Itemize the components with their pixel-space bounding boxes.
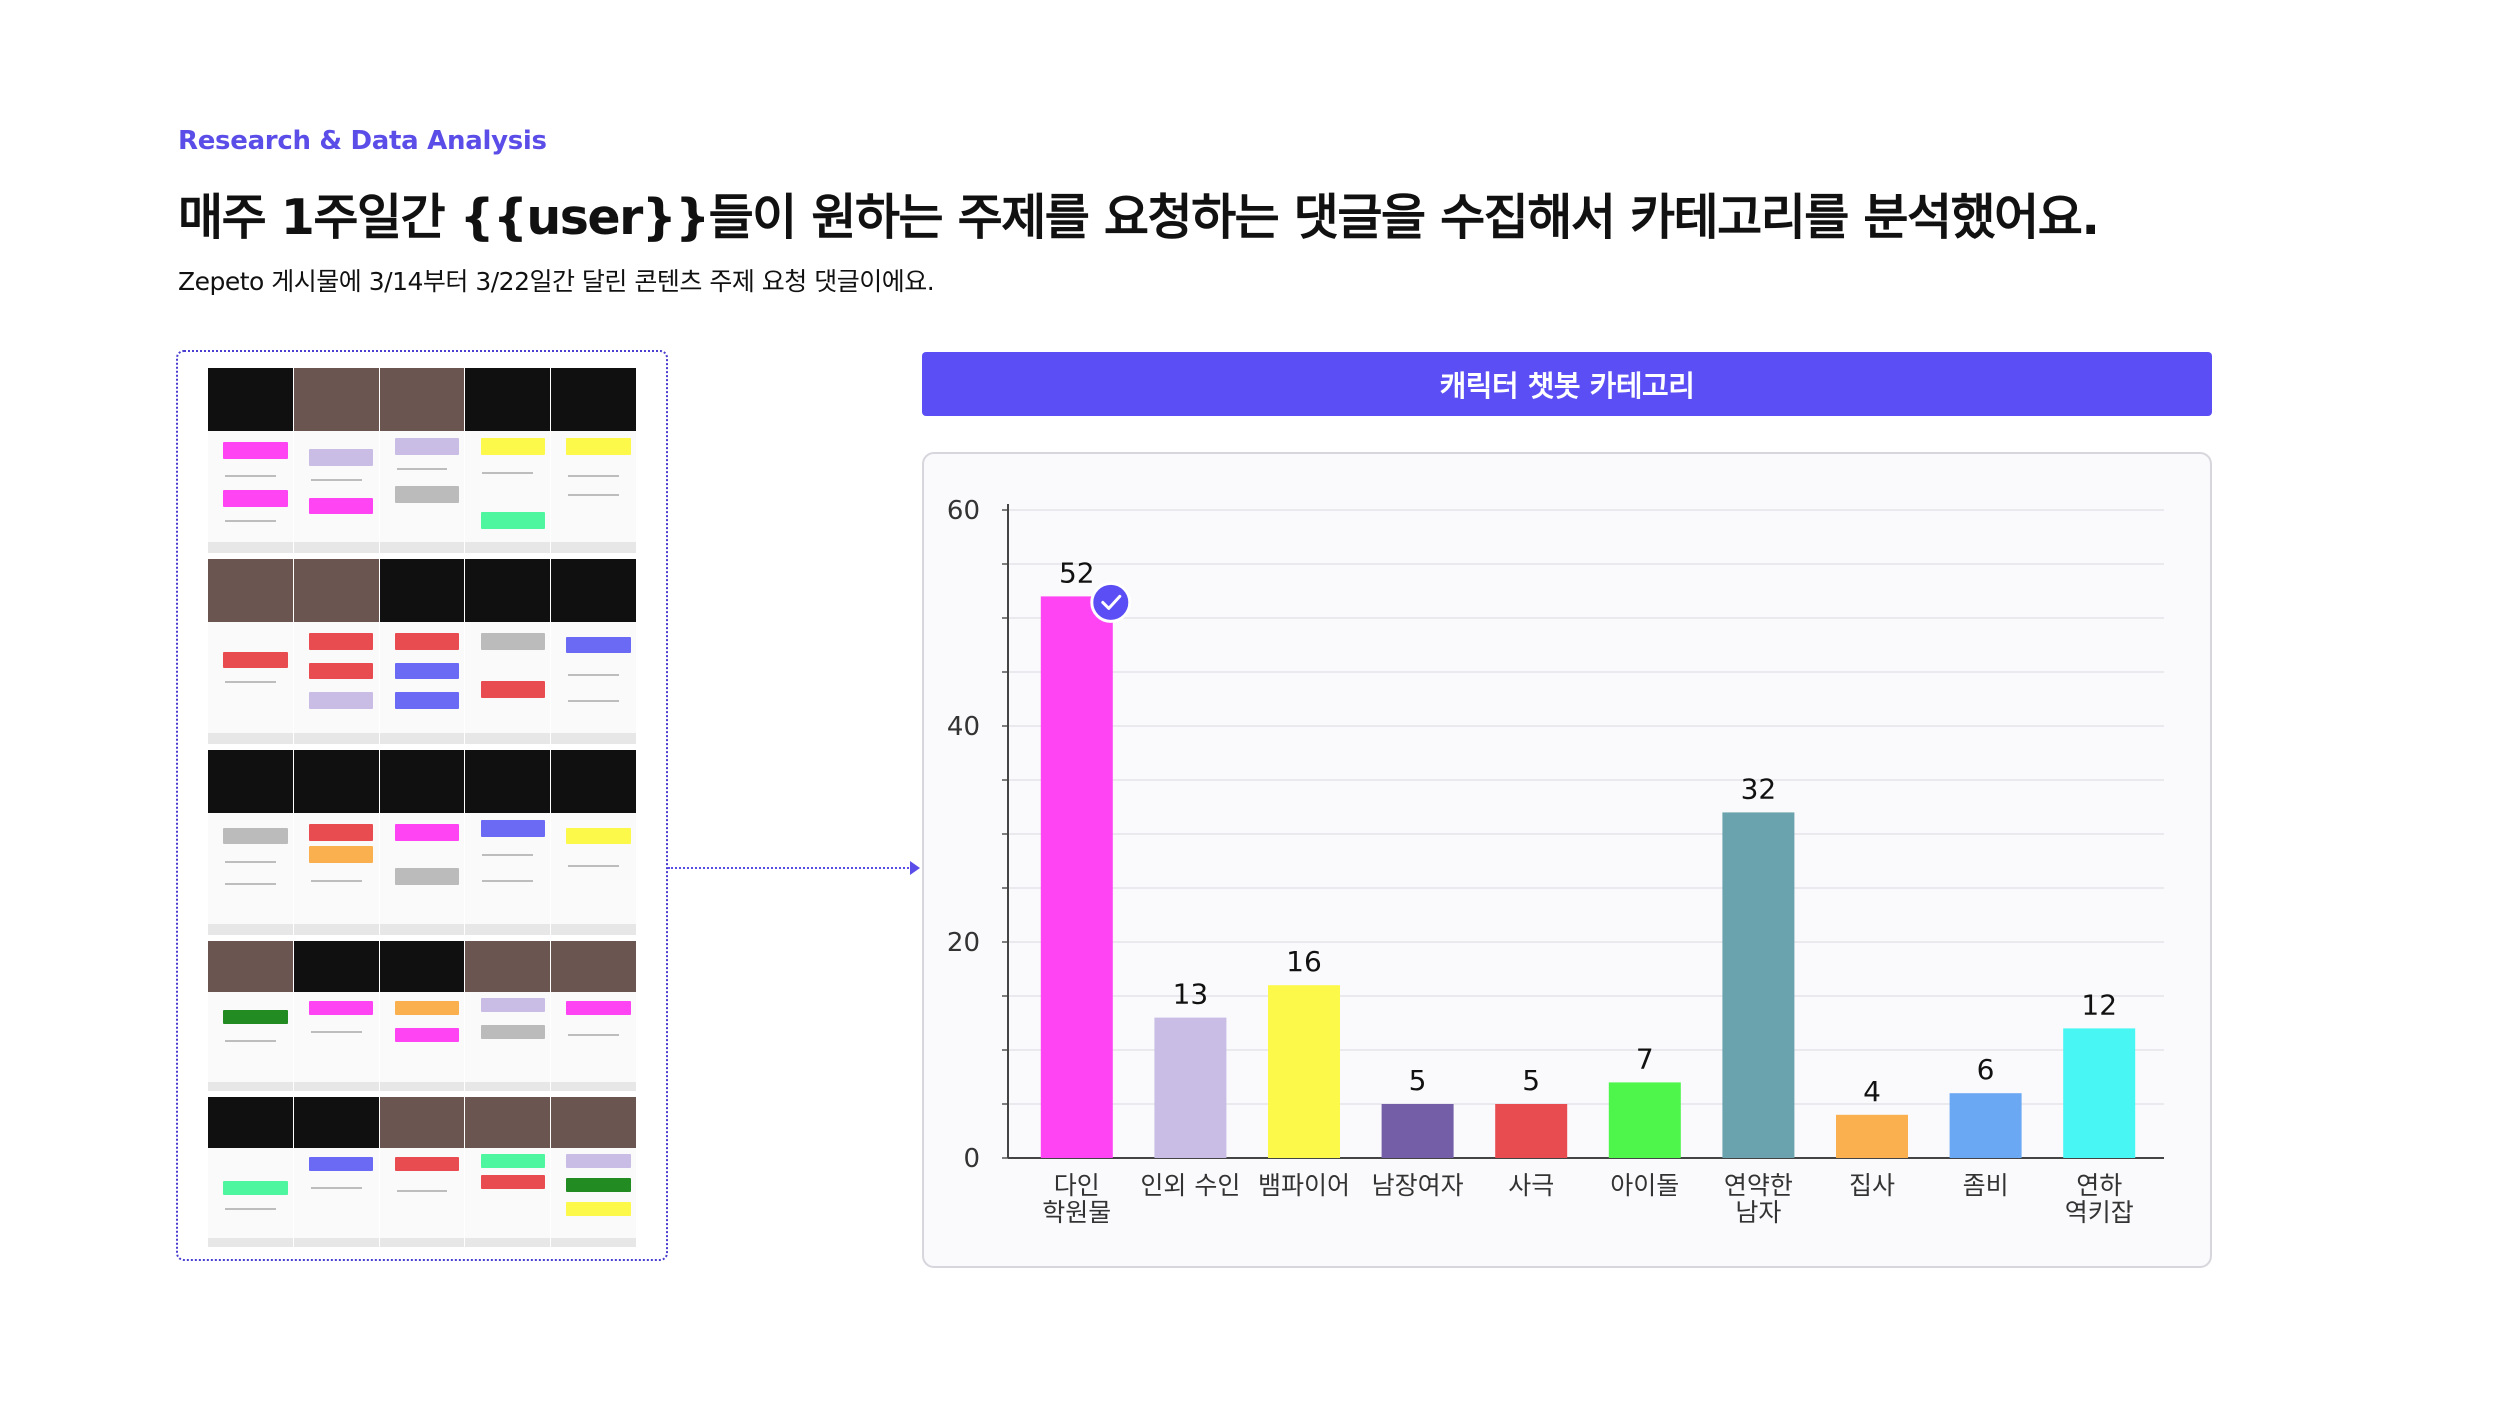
- screenshot-row: [208, 941, 636, 1091]
- collage-to-chart-connector: [668, 867, 912, 869]
- bar-value-label: 32: [1741, 772, 1777, 805]
- bar-value-label: 52: [1059, 556, 1095, 589]
- bar: [1154, 1017, 1227, 1158]
- comment-screenshot: [293, 559, 379, 744]
- bar: [1722, 812, 1795, 1158]
- x-tick-label: 좀비: [1963, 1171, 2009, 1200]
- comment-screenshot: [465, 559, 551, 744]
- screenshot-row: [208, 1097, 636, 1247]
- comment-screenshots-collage: [176, 350, 668, 1261]
- comment-screenshot: [208, 368, 293, 553]
- comment-screenshot: [208, 1097, 293, 1247]
- page-headline: 매주 1주일간 {{user}}들이 원하는 주제를 요청하는 댓글을 수집해서…: [178, 189, 2100, 246]
- x-tick-label: 사극: [1508, 1171, 1554, 1200]
- bar: [1949, 1093, 2022, 1158]
- y-tick-label: 20: [947, 928, 980, 958]
- bar-value-label: 4: [1863, 1075, 1881, 1108]
- bar-value-label: 7: [1636, 1042, 1654, 1075]
- x-tick-label: 집사: [1849, 1171, 1895, 1200]
- comment-screenshot: [379, 368, 465, 553]
- bar-value-label: 5: [1409, 1064, 1427, 1097]
- bar: [1495, 1104, 1568, 1158]
- comment-screenshot: [293, 941, 379, 1091]
- bar-value-label: 12: [2081, 988, 2117, 1021]
- bar: [1268, 985, 1340, 1158]
- x-tick-label: 연하: [2076, 1171, 2122, 1200]
- screenshot-row: [208, 559, 636, 744]
- bar: [1836, 1114, 1908, 1158]
- comment-screenshot: [208, 750, 293, 935]
- y-tick-label: 0: [963, 1144, 980, 1174]
- comment-screenshot: [551, 750, 636, 935]
- comment-screenshot: [293, 750, 379, 935]
- check-badge-icon: [1090, 581, 1132, 623]
- bar: [2063, 1028, 2136, 1158]
- bar-value-label: 16: [1286, 945, 1322, 978]
- x-tick-label: 인외 수인: [1140, 1171, 1240, 1200]
- x-tick-label: 학원물: [1042, 1198, 1111, 1227]
- comment-screenshot: [551, 941, 636, 1091]
- y-tick-label: 60: [947, 496, 980, 526]
- x-tick-label: 남장여자: [1372, 1171, 1464, 1200]
- comment-screenshot: [551, 1097, 636, 1247]
- x-tick-label: 역키잡: [2065, 1198, 2134, 1227]
- bar-value-label: 5: [1522, 1064, 1540, 1097]
- comment-screenshot: [465, 750, 551, 935]
- x-tick-label: 남자: [1735, 1198, 1781, 1227]
- connector-arrowhead: [910, 861, 920, 875]
- comment-screenshot: [465, 941, 551, 1091]
- comment-screenshot: [208, 559, 293, 744]
- comment-screenshot: [551, 559, 636, 744]
- bar: [1608, 1082, 1681, 1158]
- screenshot-row: [208, 750, 636, 935]
- chart-panel: 0 20 40 60 52 다인 학원물 13 인외 수인 16 뱀파이어 5 남장여자 5 사극 7 아이돌 3…: [922, 452, 2212, 1268]
- x-tick-label: 아이돌: [1610, 1171, 1679, 1200]
- bar-value-label: 6: [1977, 1053, 1995, 1086]
- y-tick-label: 40: [947, 712, 980, 742]
- comment-screenshot: [379, 941, 465, 1091]
- checkmark-icon: [1101, 594, 1122, 610]
- section-kicker: Research & Data Analysis: [178, 126, 547, 156]
- bar: [1040, 596, 1113, 1158]
- comment-screenshot: [208, 941, 293, 1091]
- comment-screenshot: [551, 368, 636, 553]
- comment-screenshot: [465, 1097, 551, 1247]
- x-tick-label: 뱀파이어: [1258, 1171, 1350, 1200]
- comment-screenshot: [379, 559, 465, 744]
- bar-value-label: 13: [1173, 978, 1209, 1011]
- bar: [1381, 1104, 1454, 1158]
- chart-title: 캐릭터 챗봇 카테고리: [922, 352, 2212, 416]
- screenshot-row: [208, 368, 636, 553]
- x-tick-label: 다인: [1054, 1171, 1100, 1200]
- comment-screenshot: [293, 368, 379, 553]
- comment-screenshot: [379, 750, 465, 935]
- comment-screenshot: [379, 1097, 465, 1247]
- comment-screenshot: [293, 1097, 379, 1247]
- comment-screenshot: [465, 368, 551, 553]
- x-tick-label: 연약한: [1724, 1171, 1793, 1200]
- page-subline: Zepeto 게시물에 3/14부터 3/22일간 달린 콘텐츠 주제 요청 댓…: [178, 267, 935, 296]
